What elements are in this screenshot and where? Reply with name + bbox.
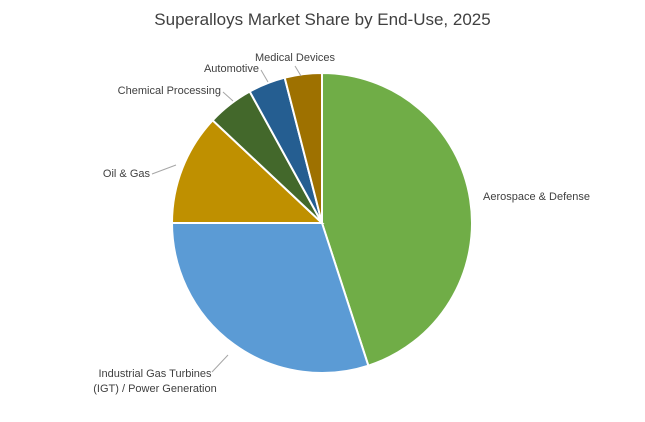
pie-slice bbox=[283, 71, 323, 224]
slice-label: Industrial Gas Turbines (IGT) / Power Ge… bbox=[93, 368, 217, 395]
slice-label: Aerospace & Defense bbox=[483, 191, 591, 203]
leader-line bbox=[260, 69, 269, 83]
slice-label: Oil & Gas bbox=[102, 168, 150, 180]
leader-line bbox=[222, 91, 234, 102]
slice-label: Automotive bbox=[203, 63, 259, 75]
slice-label: Chemical Processing bbox=[117, 85, 221, 97]
leader-line bbox=[211, 354, 229, 373]
leader-line bbox=[294, 65, 302, 77]
pie-slice bbox=[170, 118, 325, 224]
pie-slice bbox=[321, 71, 473, 367]
pie-slice bbox=[170, 222, 370, 374]
slice-label: Medical Devices bbox=[254, 52, 336, 64]
leader-line bbox=[151, 164, 177, 175]
chart-title: Superalloys Market Share by End-Use, 202… bbox=[154, 10, 491, 29]
